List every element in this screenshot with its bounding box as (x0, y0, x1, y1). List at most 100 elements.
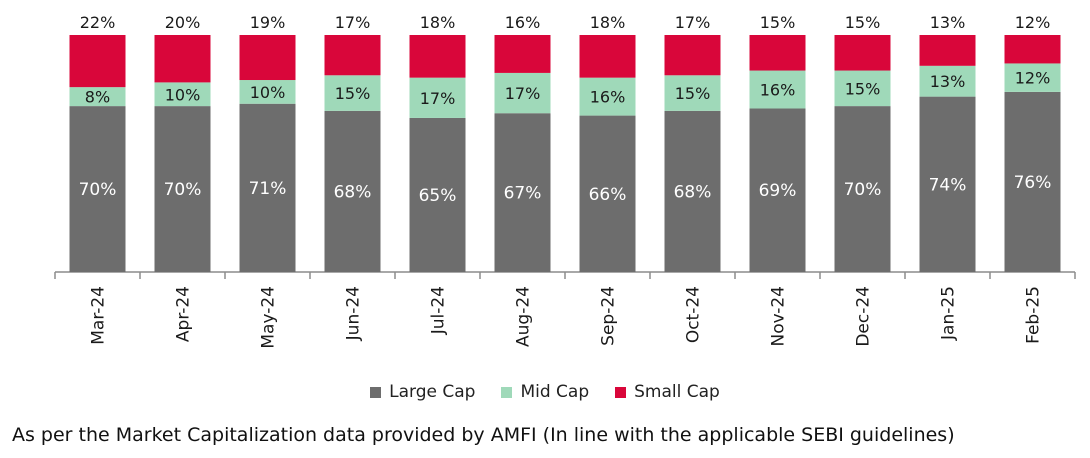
data-label-large-cap: 74% (929, 175, 967, 195)
data-label-small-cap: 15% (760, 13, 796, 32)
data-label-large-cap: 68% (674, 182, 712, 202)
legend-swatch-mid-cap (501, 386, 513, 398)
data-label-mid-cap: 13% (930, 72, 966, 91)
data-label-large-cap: 67% (504, 184, 542, 204)
bar-segment-small-cap (154, 35, 211, 83)
data-label-mid-cap: 12% (1015, 69, 1051, 88)
data-label-small-cap: 13% (930, 13, 966, 32)
data-label-small-cap: 12% (1015, 13, 1051, 32)
bar-segment-large-cap (324, 110, 381, 272)
data-label-large-cap: 68% (334, 182, 372, 202)
bar-segment-small-cap (1004, 35, 1061, 64)
bar-segment-large-cap (1004, 91, 1061, 272)
x-tick-label: May-24 (259, 286, 279, 349)
data-label-large-cap: 69% (759, 181, 797, 201)
bar-segment-mid-cap (834, 70, 891, 107)
data-label-small-cap: 16% (505, 13, 541, 32)
bar-segment-large-cap (749, 108, 806, 272)
data-label-mid-cap: 15% (675, 84, 711, 103)
x-tick-label: Mar-24 (89, 286, 109, 345)
data-label-mid-cap: 15% (845, 79, 881, 98)
bar-segment-large-cap (154, 106, 211, 272)
legend-swatch-large-cap (370, 386, 382, 398)
bar-segment-small-cap (69, 35, 126, 88)
data-label-large-cap: 70% (164, 180, 202, 200)
bar-stack-aug-24: 67% 17% 16% (494, 13, 551, 273)
bar-segment-small-cap (579, 35, 636, 78)
bar-stack-oct-24: 68% 15% 17% (664, 13, 721, 272)
bar-segment-large-cap (409, 117, 466, 272)
source-note: As per the Market Capitalization data pr… (12, 424, 955, 446)
data-label-mid-cap: 17% (505, 84, 541, 103)
bar-stack-may-24: 71% 10% 19% (239, 13, 296, 272)
chart-legend: Large Cap Mid Cap Small Cap (0, 378, 1090, 406)
data-label-mid-cap: 16% (590, 88, 626, 107)
bar-stack-dec-24: 70% 15% 15% (834, 13, 891, 272)
legend-item-small-cap: Small Cap (615, 382, 720, 402)
bar-segment-mid-cap (1004, 63, 1061, 92)
bar-segment-large-cap (919, 96, 976, 273)
bar-segment-large-cap (834, 106, 891, 272)
bar-stack-nov-24: 69% 16% 15% (749, 13, 806, 272)
data-label-mid-cap: 17% (420, 89, 456, 108)
bar-segment-large-cap (494, 113, 551, 273)
bar-stack-sep-24: 66% 16% 18% (579, 13, 636, 272)
x-tick-label: Nov-24 (769, 286, 789, 347)
bar-segment-small-cap (409, 35, 466, 78)
x-tick-label: Aug-24 (514, 286, 534, 347)
bar-segment-small-cap (494, 35, 551, 73)
bar-segment-mid-cap (239, 80, 296, 104)
bar-stack-jul-24: 65% 17% 18% (409, 13, 466, 272)
x-tick-label: Jun-24 (344, 286, 364, 341)
data-label-large-cap: 70% (79, 180, 117, 200)
data-label-small-cap: 22% (80, 13, 116, 32)
bar-segment-small-cap (664, 35, 721, 76)
bar-stack-mar-24: 70% 8% 22% (69, 13, 126, 272)
legend-label-small-cap: Small Cap (634, 382, 720, 402)
x-tick-label: Oct-24 (684, 286, 704, 343)
bar-segment-mid-cap (579, 77, 636, 116)
bar-stack-apr-24: 70% 10% 20% (154, 13, 211, 272)
legend-label-mid-cap: Mid Cap (520, 382, 590, 402)
data-label-mid-cap: 10% (250, 83, 286, 102)
legend-item-mid-cap: Mid Cap (501, 382, 589, 402)
bar-segment-mid-cap (664, 75, 721, 111)
x-tick-label: Jul-24 (429, 286, 449, 335)
data-label-mid-cap: 10% (165, 85, 201, 104)
bar-segment-small-cap (919, 35, 976, 66)
data-label-small-cap: 17% (675, 13, 711, 32)
bar-segment-large-cap (579, 115, 636, 272)
data-label-small-cap: 18% (590, 13, 626, 32)
data-label-mid-cap: 8% (85, 88, 110, 107)
bar-stack-feb-25: 76% 12% 12% (1004, 13, 1061, 272)
data-label-large-cap: 71% (249, 179, 287, 199)
x-tick-label: Apr-24 (174, 286, 194, 342)
bar-segment-mid-cap (494, 72, 551, 114)
bar-segment-mid-cap (919, 65, 976, 97)
x-tick-label: Feb-25 (1024, 286, 1044, 344)
bar-segment-mid-cap (324, 75, 381, 111)
legend-swatch-small-cap (615, 386, 627, 398)
data-label-small-cap: 19% (250, 13, 286, 32)
bar-segment-small-cap (239, 35, 296, 81)
data-label-small-cap: 15% (845, 13, 881, 32)
bar-segment-large-cap (239, 103, 296, 272)
x-tick-label: Dec-24 (854, 286, 874, 347)
legend-item-large-cap: Large Cap (370, 382, 475, 402)
bar-segment-small-cap (834, 35, 891, 71)
bar-segment-small-cap (749, 35, 806, 71)
data-label-large-cap: 65% (419, 186, 457, 206)
bar-segment-small-cap (324, 35, 381, 76)
data-label-large-cap: 66% (589, 185, 627, 205)
stacked-bar-chart: 70% 8% 22% Mar-24 70% 10% 20% Apr-24 71% 10% 19% Ma… (54, 13, 1076, 349)
data-label-mid-cap: 16% (760, 81, 796, 100)
bar-segment-mid-cap (154, 82, 211, 107)
bar-segment-mid-cap (409, 77, 466, 118)
bar-stack-jan-25: 74% 13% 13% (919, 13, 976, 273)
bar-segment-mid-cap (69, 87, 126, 107)
bar-segment-large-cap (664, 110, 721, 272)
bar-stack-jun-24: 68% 15% 17% (324, 13, 381, 272)
data-label-small-cap: 18% (420, 13, 456, 32)
data-label-mid-cap: 15% (335, 84, 371, 103)
bar-segment-large-cap (69, 106, 126, 272)
